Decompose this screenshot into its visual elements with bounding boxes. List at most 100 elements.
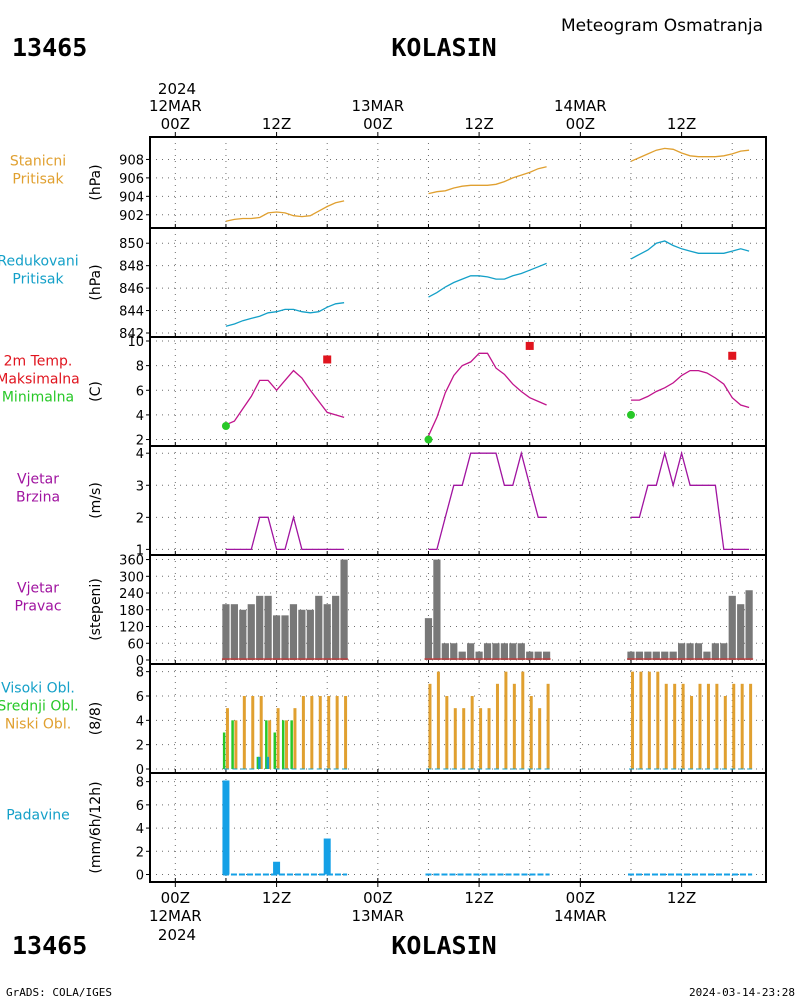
y-tick-label: 8 (136, 776, 144, 791)
cloud-bar (428, 683, 432, 769)
cloud-bar (265, 720, 268, 769)
panel-unit-label: (8/8) (88, 702, 104, 735)
cloud-bar (673, 683, 677, 769)
cloud-bar (732, 683, 736, 769)
footer-credit: GrADS: COLA/IGES (6, 986, 112, 999)
cloud-bar (258, 756, 261, 769)
panel-label: Pritisak (12, 172, 64, 188)
panel-unit-label: (stepeni) (88, 578, 104, 641)
data-bar (652, 651, 660, 660)
cloud-bar (268, 720, 272, 769)
data-bar (450, 643, 458, 660)
data-bar (230, 604, 238, 660)
y-tick-label: 8 (136, 360, 144, 375)
panel-marks (225, 450, 750, 551)
data-bar (239, 609, 247, 660)
panel-label: Visoki Obl. (1, 681, 75, 697)
data-bar (475, 651, 483, 660)
data-bar (627, 651, 635, 660)
data-bar (424, 618, 433, 660)
y-tick-label: 906 (119, 172, 144, 187)
bottom-time-label: 00Z (161, 889, 190, 907)
bottom-time-label: 00Z (363, 889, 392, 907)
y-tick-label: 4 (136, 447, 144, 462)
series-line (631, 369, 750, 409)
y-tick-label: 4 (136, 714, 144, 729)
cloud-bar (504, 671, 508, 769)
panel-unit-label: (m/s) (88, 482, 104, 519)
y-tick-label: 2 (136, 845, 144, 860)
data-bar (289, 604, 298, 660)
cloud-bar (656, 671, 660, 769)
cloud-bar (344, 695, 348, 769)
station-name-bottom: KOLASIN (391, 931, 496, 960)
panel-label: Srednji Obl. (0, 699, 79, 715)
series-line (225, 302, 345, 327)
cloud-bar (521, 671, 525, 769)
panel-label: Pravac (14, 599, 61, 615)
station-id-bottom: 13465 (12, 931, 87, 960)
panel-label: 2m Temp. (4, 354, 73, 370)
top-date-label: 14MAR (554, 97, 607, 115)
data-bar (661, 651, 669, 660)
cloud-bar (281, 720, 285, 769)
y-tick-label: 6 (136, 799, 144, 814)
data-bar (332, 595, 340, 660)
cloud-bar (470, 695, 474, 769)
y-tick-label: 848 (119, 260, 144, 275)
cloud-bar (487, 708, 491, 769)
panel-label: Brzina (16, 490, 60, 506)
y-tick-label: 2 (136, 739, 144, 754)
data-bar (500, 643, 509, 660)
data-bar (686, 643, 694, 660)
data-bar (306, 609, 314, 660)
data-bar (678, 643, 686, 660)
panel-unit-label: (C) (88, 381, 104, 402)
data-bar (264, 595, 272, 660)
cloud-bar (335, 695, 339, 769)
panel-label: Vjetar (17, 472, 59, 488)
cloud-bar (234, 720, 238, 769)
data-bar (298, 609, 306, 660)
data-bar (492, 643, 500, 660)
y-tick-label: 360 (119, 554, 144, 569)
series-line (427, 352, 547, 437)
data-bar (534, 651, 542, 660)
data-bar (272, 615, 281, 660)
y-tick-label: 4 (136, 409, 144, 424)
panel-label: Pritisak (12, 272, 64, 288)
cloud-bar (251, 695, 255, 769)
cloud-bar (453, 708, 457, 769)
station-name-top: KOLASIN (391, 33, 496, 62)
panel-4: 1 2 3 4 Vjetar Brzina (m/s) (16, 445, 767, 558)
top-time-label: 00Z (161, 115, 190, 133)
series-line (428, 262, 547, 298)
panel-label: Vjetar (17, 581, 59, 597)
y-tick-label: 120 (119, 621, 144, 636)
panel-label: Maksimalna (0, 372, 80, 388)
data-bar (441, 643, 449, 660)
data-bar (644, 651, 652, 660)
data-bar (483, 643, 492, 660)
panel-7: 0 2 4 6 8 Padavine (mm/6h/12h) (6, 772, 767, 884)
series-line (225, 514, 345, 551)
cloud-bar (256, 756, 260, 769)
cloud-bar (266, 756, 270, 769)
panel-frame (149, 772, 767, 883)
data-bar (669, 651, 677, 660)
y-tick-label: 8 (136, 666, 144, 681)
series-line (225, 200, 345, 222)
cloud-bar (290, 720, 293, 769)
panel-label: Padavine (6, 808, 70, 824)
panel-label: Stanicni (10, 154, 66, 170)
panel-1: 902 904 906 908 Stanicni Pritisak (hPa) (10, 136, 767, 229)
panel-label: Redukovani (0, 254, 79, 270)
panel-marks (225, 147, 750, 222)
series-line (631, 450, 750, 551)
cloud-bar (749, 683, 753, 769)
cloud-bar (706, 683, 710, 769)
data-bar (694, 643, 703, 660)
cloud-bar (327, 695, 331, 769)
